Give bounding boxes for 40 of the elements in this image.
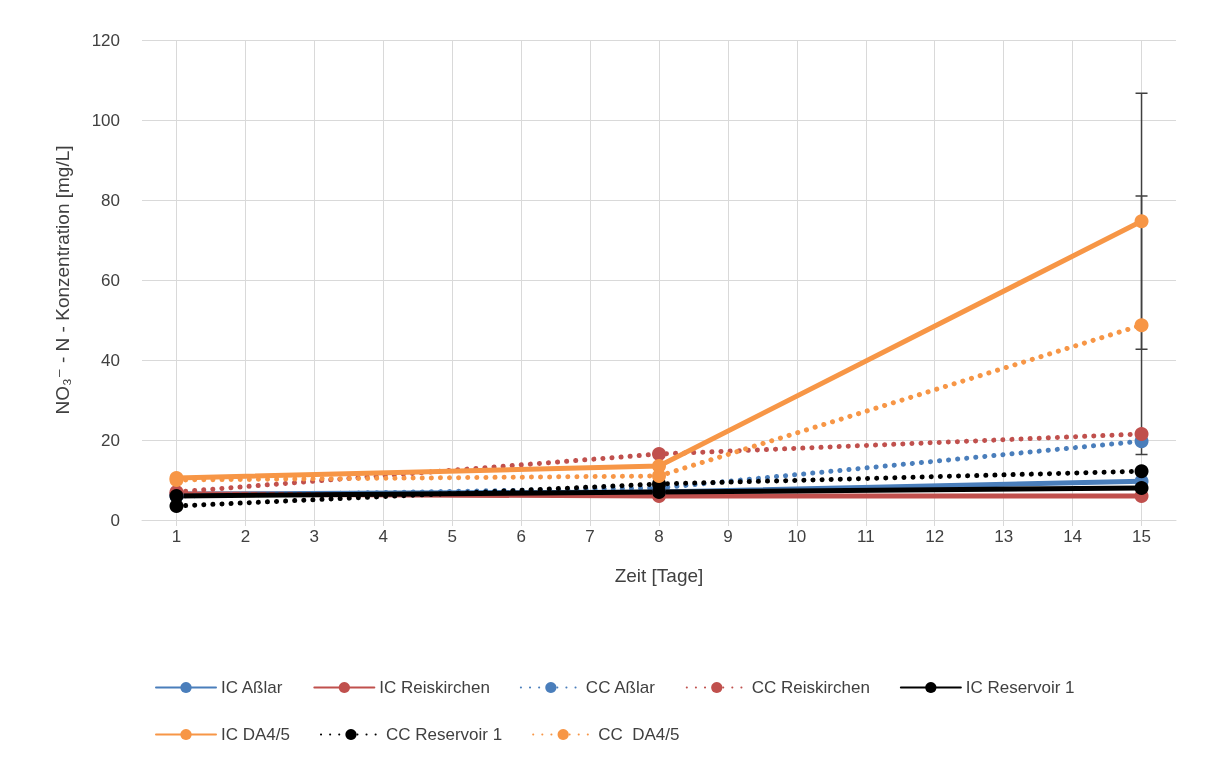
y-tick-label: 40 [101,350,120,370]
x-tick-label: 1 [171,527,182,546]
x-tick-label: 12 [925,527,945,546]
y-tick-label: 80 [101,190,120,210]
point [1134,318,1149,333]
x-tick-label: 2 [240,527,251,546]
x-tick-label: 11 [856,527,875,546]
legend-label: IC DA4/5 [221,725,290,744]
legend-label: IC Aßlar [221,678,283,697]
point [1134,214,1149,229]
x-tick-label: 3 [309,527,320,546]
point [1134,427,1149,441]
point [169,499,184,513]
y-tick-label: 0 [110,510,120,530]
y-axis-title: NO₃⁻ - N - Konzentration [mg/L] [52,145,73,415]
x-tick-label: 6 [516,527,526,546]
legend-label: CC Aßlar [585,678,656,697]
x-tick-label: 4 [378,527,388,546]
legend-label: IC Reiskirchen [379,678,490,697]
point [1134,481,1149,495]
x-tick-label: 10 [787,527,807,546]
legend-label: IC Reservoir 1 [965,678,1075,697]
x-tick-label: 15 [1132,527,1151,546]
x-tick-label: 8 [654,527,664,546]
x-tick-label: 14 [1063,527,1083,546]
y-tick-label: 60 [101,270,120,290]
y-tick-label: 120 [91,30,120,50]
x-tick-label: 5 [447,527,457,546]
x-axis-title: Zeit [Tage] [614,565,704,586]
legend-label: CC Reservoir 1 [385,725,503,744]
y-tick-label: 100 [91,110,120,130]
legend-label: CC Reiskirchen [751,678,870,697]
x-tick-label: 9 [723,527,733,546]
legend-label: CC DA4/5 [598,725,680,744]
point [652,447,666,461]
point [652,469,666,483]
x-tick-label: 13 [994,527,1014,546]
point [1134,464,1149,479]
y-tick-label: 20 [101,430,120,450]
x-tick-label: 7 [585,527,595,546]
